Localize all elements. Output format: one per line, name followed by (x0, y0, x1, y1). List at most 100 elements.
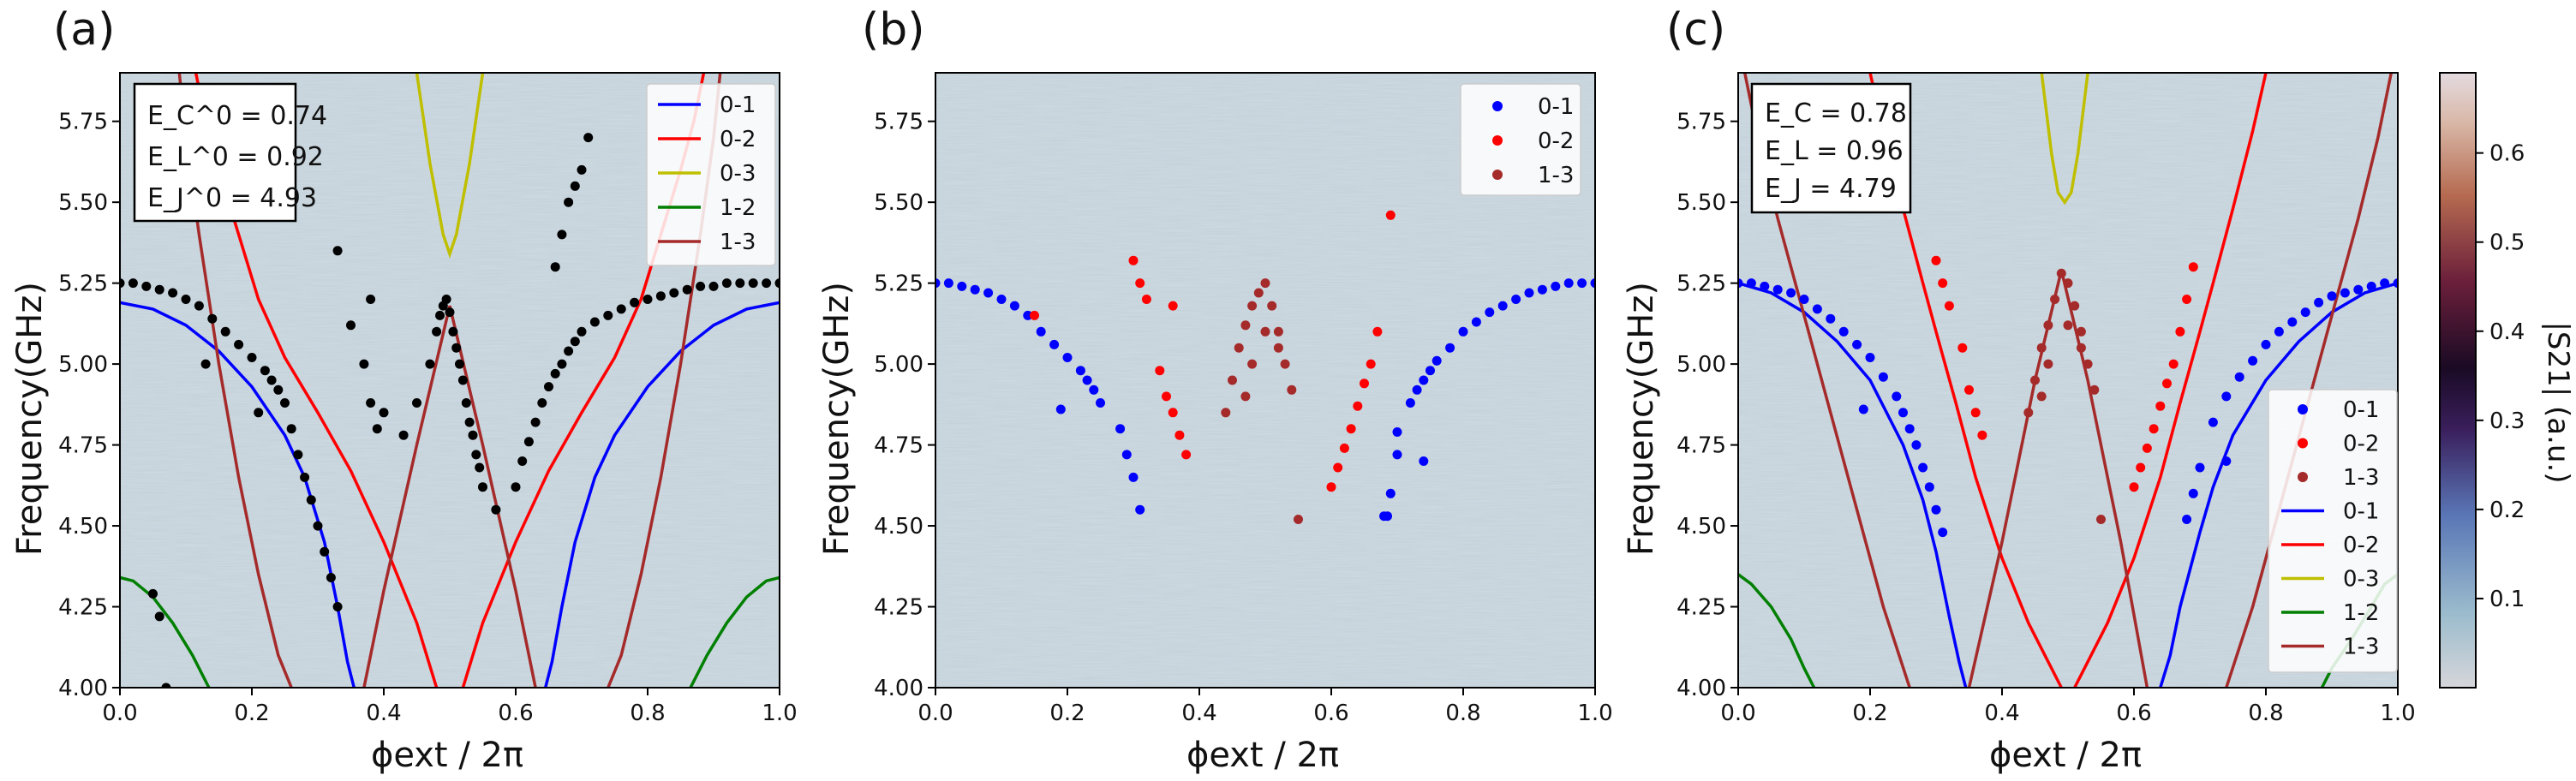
point-0-2 (1366, 359, 1376, 369)
point-0-1 (1135, 504, 1145, 515)
point-1-3 (1247, 359, 1258, 369)
point-0-1 (1738, 278, 1743, 289)
point-data (564, 346, 574, 356)
legend-label: 0-1 (1538, 94, 1574, 120)
point-0-1 (1089, 385, 1099, 395)
x-tick-label: 0.4 (1181, 701, 1216, 726)
point-0-1 (1898, 408, 1908, 418)
colorbar-tick-label: 0.5 (2489, 230, 2525, 256)
point-0-1 (1878, 372, 1888, 382)
legend-swatch-dot (2298, 472, 2308, 482)
point-1-3 (2030, 375, 2040, 385)
point-0-2 (2142, 443, 2152, 453)
x-tick-label: 0.2 (234, 701, 269, 726)
point-0-2 (2162, 379, 2172, 389)
point-1-3 (2023, 408, 2034, 418)
panel-b: (b) Frequency(GHz) ϕext / 2π 0.0 0.2 0.4 0.… (817, 4, 1613, 775)
point-data (326, 573, 336, 582)
point-data (247, 353, 257, 362)
point-data (564, 197, 574, 207)
point-0-1 (1062, 353, 1073, 362)
legend-c: 0-1 0-2 1-3 0-1 0-2 0-3 1-2 1-3 (2268, 389, 2398, 673)
point-0-2 (1326, 482, 1336, 492)
point-data (306, 495, 316, 505)
point-data (181, 295, 191, 304)
point-0-2 (1957, 343, 1968, 353)
x-tick-label: 0.0 (102, 701, 137, 726)
point-0-1 (1760, 281, 1770, 291)
point-0-1 (1115, 424, 1126, 434)
point-data (523, 437, 534, 447)
point-0-1 (1551, 281, 1561, 291)
point-1-3 (2083, 359, 2093, 369)
point-1-3 (2063, 320, 2073, 331)
point-0-1 (1511, 295, 1521, 304)
point-0-2 (1162, 391, 1171, 402)
colorbar-label: |S21| (a.u.) (2541, 321, 2575, 483)
x-tick-label: 0.8 (630, 701, 665, 726)
legend-label: 0-1 (2343, 499, 2379, 525)
legend-label: 1-2 (720, 195, 756, 221)
x-tick-label: 0.0 (1720, 701, 1755, 726)
y-tick-label: 5.50 (874, 190, 923, 216)
x-tick-label: 0.4 (366, 701, 401, 726)
point-0-2 (1181, 450, 1192, 460)
y-tick-label: 5.50 (1676, 190, 1726, 216)
point-data (478, 482, 487, 492)
point-data (669, 288, 679, 298)
point-0-2 (2168, 359, 2179, 369)
point-0-1 (1537, 284, 1547, 295)
point-0-1 (2287, 317, 2298, 327)
line-1-3 (2225, 73, 2394, 688)
point-0-2 (1977, 430, 1987, 440)
legend-b: 0-1 0-2 1-3 (1460, 83, 1581, 196)
point-data (655, 291, 666, 301)
point-data (366, 398, 376, 408)
point-0-1 (2380, 278, 2390, 289)
point-data (273, 385, 284, 395)
point-0-1 (1892, 391, 1902, 402)
point-data (161, 683, 171, 688)
x-tick-label: 0.2 (1852, 701, 1887, 726)
line-0-1 (120, 301, 356, 688)
point-0-1 (1772, 284, 1783, 295)
point-data (451, 343, 462, 353)
point-data (293, 450, 303, 460)
legend-label: 0-1 (720, 92, 756, 118)
point-data (748, 278, 758, 289)
param-box-c: E_C = 0.78 E_L = 0.96 E_J = 4.79 (1750, 82, 1912, 214)
point-0-1 (1577, 278, 1587, 289)
x-tick-label: 0.6 (498, 701, 533, 726)
point-data (721, 278, 732, 289)
point-1-3 (2063, 278, 2073, 289)
point-0-2 (2129, 482, 2139, 492)
y-axis-label-a: Frequency(GHz) (10, 282, 50, 556)
y-tick-label: 4.00 (58, 676, 108, 701)
point-0-2 (1333, 462, 1343, 473)
point-data (445, 307, 455, 318)
x-axis-label-c: ϕext / 2π (1989, 736, 2142, 775)
point-0-1 (1746, 278, 1756, 289)
point-1-3 (1287, 385, 1297, 395)
y-tick-label: 5.75 (58, 110, 108, 135)
point-data (320, 546, 330, 557)
point-0-1 (1075, 366, 1085, 376)
param-ej-c: E_J = 4.79 (1765, 174, 1897, 204)
point-0-1 (1128, 472, 1139, 482)
line-1-3 (362, 305, 537, 688)
point-0-1 (1425, 366, 1435, 376)
point-1-3 (2043, 320, 2053, 331)
param-box-a: E_C^0 = 0.74 E_L^0 = 0.92 E_J^0 = 4.93 (133, 82, 327, 223)
point-0-1 (1865, 353, 1875, 362)
y-tick-label: 5.25 (874, 271, 923, 297)
point-0-1 (957, 281, 967, 291)
point-1-3 (2036, 391, 2047, 402)
y-tick-label: 4.50 (58, 514, 108, 540)
point-0-1 (2195, 462, 2205, 473)
legend-label: 1-3 (1538, 163, 1574, 188)
point-data (168, 288, 178, 298)
point-data (220, 326, 230, 337)
point-0-1 (1799, 295, 1809, 304)
point-1-3 (1240, 320, 1251, 331)
point-0-1 (1852, 339, 1862, 349)
